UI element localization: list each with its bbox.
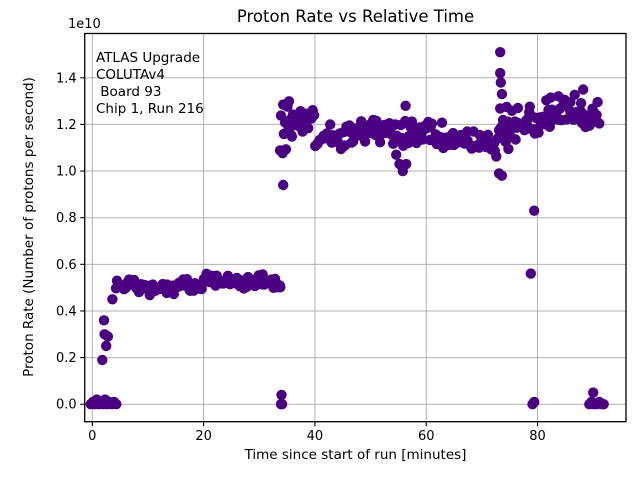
scatter-point (594, 118, 605, 129)
scatter-point (283, 96, 295, 107)
y-axis-label: Proton Rate (Number of protons per secon… (21, 77, 37, 377)
scatter-point (107, 294, 118, 305)
y-tick-label: 0.4 (56, 304, 77, 319)
scatter-point (588, 387, 599, 398)
scatter-point (496, 88, 508, 100)
x-axis-label: Time since start of run [minutes] (244, 447, 467, 463)
scatter-point (111, 399, 122, 410)
scatter-point (503, 143, 514, 155)
scatter-point (524, 101, 535, 112)
x-tick-label: 80 (529, 429, 546, 444)
scatter-point (598, 399, 609, 410)
scatter-point (325, 119, 336, 130)
chart-title: Proton Rate vs Relative Time (236, 7, 475, 26)
scatter-point (512, 102, 524, 114)
scatter-point (102, 331, 114, 342)
scatter-point (592, 96, 603, 108)
scatter-point (426, 118, 438, 129)
scatter-point (401, 158, 412, 170)
scatter-point (374, 137, 386, 148)
scatter-point (436, 117, 448, 128)
scatter-point (495, 67, 506, 79)
scatter-point (529, 396, 540, 408)
scatter-point (569, 89, 580, 101)
scatter-point (591, 109, 602, 121)
y-tick-label: 0.6 (56, 258, 77, 273)
scatter-point (525, 268, 536, 279)
axes-frame (84, 32, 627, 423)
scatter-point (359, 136, 371, 147)
y-tick-label: 1.0 (56, 165, 77, 180)
x-tick-label: 20 (195, 429, 212, 444)
scatter-point (417, 134, 428, 145)
x-tick-label: 0 (88, 429, 96, 444)
y-axis-offset-text: 1e10 (68, 17, 101, 32)
scatter-point (575, 98, 587, 109)
annotation-line: Board 93 (96, 84, 162, 100)
annotation-line: COLUTAv4 (96, 67, 166, 83)
scatter-point (280, 144, 292, 155)
scatter-point (491, 151, 502, 162)
scatter-point (545, 92, 556, 103)
scatter-point (529, 205, 540, 216)
scatter-point (276, 399, 288, 410)
scatter-point (303, 123, 314, 134)
scatter-point (578, 84, 589, 95)
scatter-point (496, 170, 508, 181)
y-tick-label: 1.4 (56, 71, 77, 86)
scatter-point (406, 116, 418, 127)
annotation-line: Chip 1, Run 216 (96, 101, 204, 117)
annotation-text: ATLAS Upgrade COLUTAv4 Board 93 Chip 1, Ru… (96, 50, 204, 118)
scatter-point (98, 315, 110, 326)
scatter-point (482, 129, 494, 140)
scatter-series (85, 47, 609, 410)
scatter-point (97, 354, 108, 366)
scatter-point (510, 134, 521, 145)
scatter-point (400, 100, 411, 112)
y-tick-label: 0.0 (56, 398, 77, 413)
scatter-point (391, 149, 402, 160)
scatter-point (286, 131, 298, 142)
scatter-point (544, 121, 555, 132)
scatter-point (495, 47, 506, 58)
y-tick-label: 0.2 (56, 351, 77, 366)
scatter-point (495, 77, 506, 88)
annotation-line: ATLAS Upgrade (96, 50, 201, 66)
scatter-point (101, 340, 112, 352)
scatter-point (308, 110, 320, 121)
scatter-point (276, 389, 287, 401)
scatter-point (512, 117, 523, 128)
scatter-point (278, 179, 289, 191)
y-tick-label: 0.8 (56, 211, 77, 226)
x-tick-label: 60 (418, 429, 435, 444)
x-tick-label: 40 (307, 429, 324, 444)
y-tick-label: 1.2 (56, 118, 77, 133)
scatter-point (275, 282, 286, 293)
